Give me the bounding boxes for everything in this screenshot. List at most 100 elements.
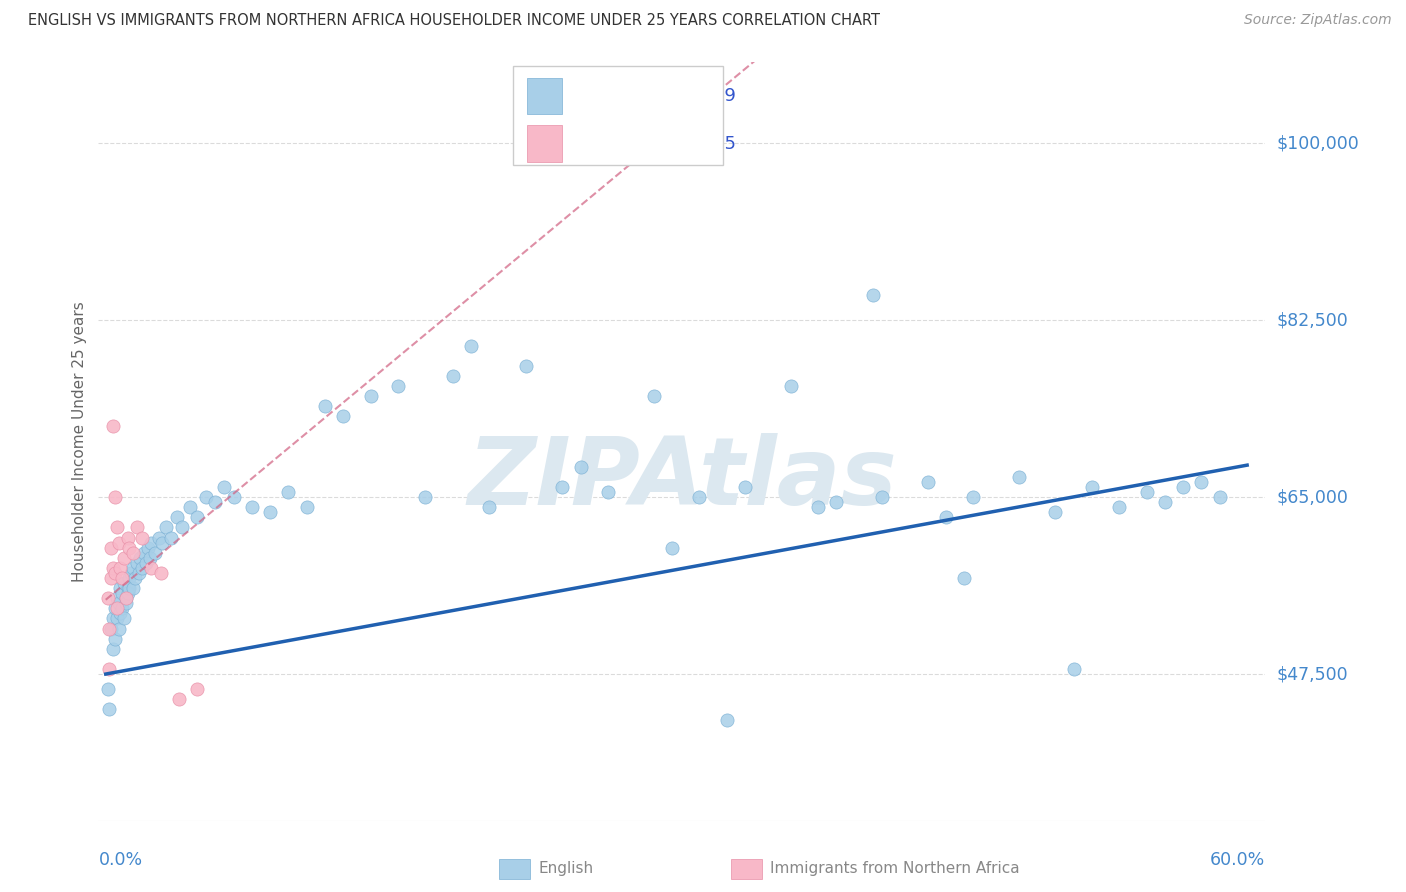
Point xyxy=(131,561,153,575)
Point xyxy=(141,561,163,575)
Text: $100,000: $100,000 xyxy=(1277,135,1360,153)
Point xyxy=(935,510,957,524)
Text: 60.0%: 60.0% xyxy=(1211,851,1265,869)
Point xyxy=(100,541,122,555)
Point xyxy=(716,713,738,727)
Point xyxy=(825,495,848,509)
Point xyxy=(125,556,148,570)
Point xyxy=(138,550,160,565)
Point xyxy=(122,581,145,595)
Point xyxy=(1191,475,1213,489)
Point xyxy=(862,288,884,302)
Point xyxy=(1136,485,1159,500)
Point xyxy=(98,622,121,636)
Point xyxy=(186,510,208,524)
Point xyxy=(460,338,482,352)
Point xyxy=(118,541,141,555)
Text: English: English xyxy=(538,862,593,876)
Point xyxy=(1173,480,1195,494)
Point xyxy=(104,490,127,504)
Point xyxy=(105,591,128,606)
Point xyxy=(128,566,150,580)
Point xyxy=(734,480,756,494)
Point xyxy=(441,368,464,383)
Point xyxy=(114,591,136,606)
Point xyxy=(1209,490,1232,504)
Point xyxy=(917,475,939,489)
FancyBboxPatch shape xyxy=(527,78,562,114)
Point xyxy=(96,682,118,697)
Point xyxy=(155,520,177,534)
Text: ENGLISH VS IMMIGRANTS FROM NORTHERN AFRICA HOUSEHOLDER INCOME UNDER 25 YEARS COR: ENGLISH VS IMMIGRANTS FROM NORTHERN AFRI… xyxy=(28,13,880,29)
Point xyxy=(160,531,183,545)
Point xyxy=(100,571,122,585)
Point xyxy=(117,586,139,600)
Text: N = 25: N = 25 xyxy=(672,135,735,153)
Point xyxy=(240,500,263,515)
Point xyxy=(314,399,336,413)
Point xyxy=(104,566,127,580)
Point xyxy=(107,622,129,636)
Point xyxy=(110,561,132,575)
Point xyxy=(186,682,208,697)
Point xyxy=(118,571,141,585)
Y-axis label: Householder Income Under 25 years: Householder Income Under 25 years xyxy=(72,301,87,582)
Point xyxy=(112,550,135,565)
Point xyxy=(114,591,136,606)
Point xyxy=(129,550,152,565)
Text: N = 89: N = 89 xyxy=(672,87,735,104)
Point xyxy=(122,546,145,560)
Text: R = 0.570: R = 0.570 xyxy=(574,87,664,104)
Point xyxy=(125,520,148,534)
Point xyxy=(114,596,136,610)
Point xyxy=(101,561,124,575)
Point xyxy=(596,485,619,500)
Point xyxy=(150,535,173,549)
Point xyxy=(131,531,153,545)
Text: ZIPAtlas: ZIPAtlas xyxy=(467,434,897,525)
Point xyxy=(1154,495,1177,509)
Point xyxy=(111,586,134,600)
Point xyxy=(688,490,710,504)
Text: 0.0%: 0.0% xyxy=(98,851,142,869)
FancyBboxPatch shape xyxy=(513,66,723,165)
Point xyxy=(112,611,135,625)
Point xyxy=(172,520,194,534)
Point xyxy=(110,607,132,621)
Point xyxy=(1045,505,1067,519)
Point xyxy=(111,601,134,615)
Point xyxy=(107,596,129,610)
Point xyxy=(110,581,132,595)
Point xyxy=(779,379,801,393)
Point xyxy=(107,535,129,549)
Point xyxy=(166,510,188,524)
Point xyxy=(295,500,318,515)
Point xyxy=(195,490,218,504)
Point xyxy=(277,485,299,500)
Point xyxy=(148,531,170,545)
Point xyxy=(132,546,155,560)
Text: $65,000: $65,000 xyxy=(1277,488,1348,506)
Text: Immigrants from Northern Africa: Immigrants from Northern Africa xyxy=(770,862,1021,876)
Point xyxy=(643,389,665,403)
Point xyxy=(105,611,128,625)
Point xyxy=(222,490,245,504)
Point xyxy=(661,541,683,555)
Point xyxy=(135,556,157,570)
Point xyxy=(122,561,145,575)
Point xyxy=(101,611,124,625)
Point xyxy=(118,581,141,595)
Point xyxy=(100,622,122,636)
Point xyxy=(1108,500,1130,515)
Point xyxy=(807,500,830,515)
Point xyxy=(962,490,984,504)
Point xyxy=(124,571,146,585)
Point xyxy=(105,601,128,615)
Point xyxy=(478,500,501,515)
Text: $47,500: $47,500 xyxy=(1277,665,1348,683)
Point xyxy=(1081,480,1104,494)
Point xyxy=(515,359,537,373)
Point xyxy=(117,531,139,545)
Point xyxy=(101,641,124,656)
Point xyxy=(141,535,163,549)
